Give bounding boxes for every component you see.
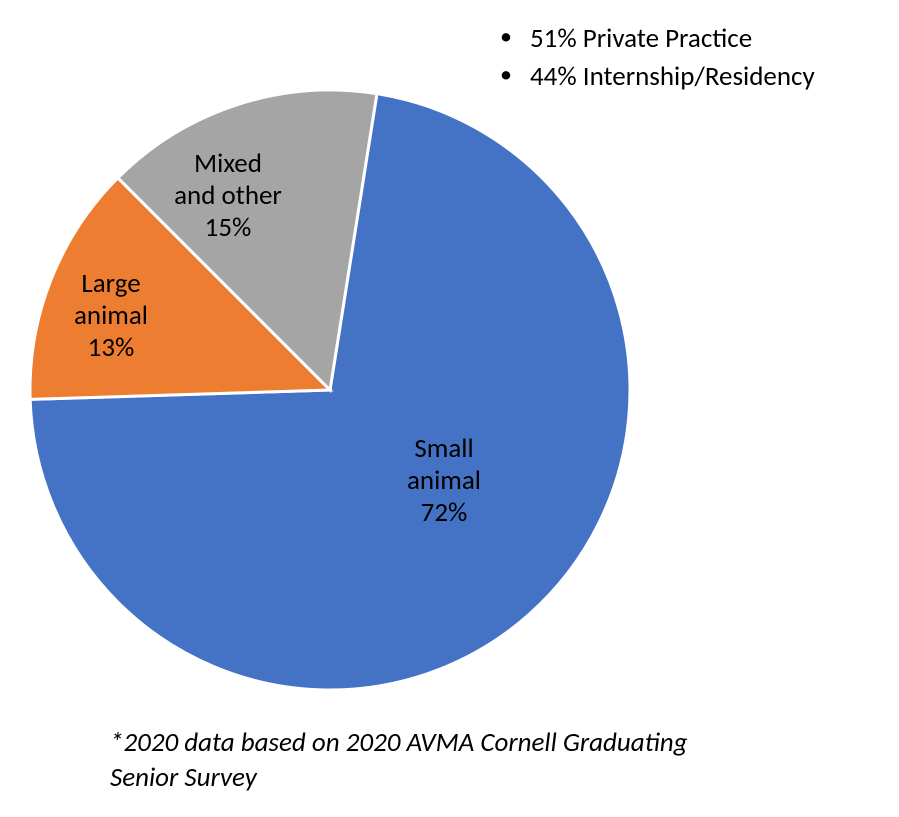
bullet-item: 44% Internship/Residency [490,58,815,96]
pie-chart: Smallanimal72%Largeanimal13%Mixedand oth… [30,90,630,690]
bullet-list: 51% Private Practice 44% Internship/Resi… [490,20,815,96]
footnote-text: *2020 data based on 2020 AVMA Cornell Gr… [110,725,710,795]
pie-svg: Smallanimal72%Largeanimal13%Mixedand oth… [30,90,630,690]
bullet-item: 51% Private Practice [490,20,815,58]
